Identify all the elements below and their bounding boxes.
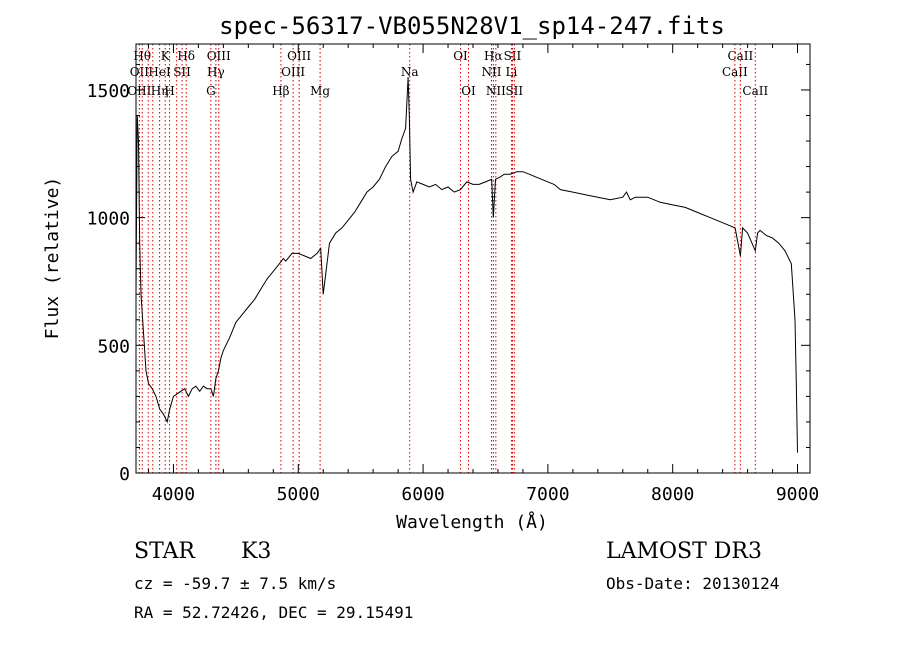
line-marker-label: OIII xyxy=(287,49,311,63)
line-marker-label: SII xyxy=(173,65,191,79)
x-tick-label: 9000 xyxy=(776,484,819,505)
line-marker-label: NII xyxy=(486,84,506,98)
line-marker-label: Mg xyxy=(310,84,330,98)
line-marker-label: Hα xyxy=(484,49,503,63)
x-tick-label: 6000 xyxy=(401,484,444,505)
y-tick-label: 1500 xyxy=(87,81,130,102)
x-tick-label: 4000 xyxy=(152,484,195,505)
axis-ticks: 4000 5000 6000 7000 8000 9000 0 500 1000 1500 xyxy=(87,44,819,505)
line-marker-label: SII xyxy=(504,49,522,63)
y-tick-label: 0 xyxy=(119,464,130,485)
line-marker-label: H xyxy=(164,84,174,98)
x-tick-label: 7000 xyxy=(526,484,569,505)
line-marker-label: Li xyxy=(506,65,518,79)
line-marker-label: Na xyxy=(401,65,419,79)
line-marker-label: HeI xyxy=(148,65,171,79)
line-marker-label: Hγ xyxy=(207,65,225,79)
y-tick-label: 500 xyxy=(97,336,130,357)
spectrum-line xyxy=(135,77,798,453)
x-tick-label: 8000 xyxy=(651,484,694,505)
line-marker-label: CaII xyxy=(742,84,768,98)
y-tick-label: 1000 xyxy=(87,209,130,230)
object-class: STAR xyxy=(134,539,195,564)
line-marker-label: OIII xyxy=(127,84,151,98)
line-marker-label: G xyxy=(206,84,216,98)
x-tick-label: 5000 xyxy=(277,484,320,505)
line-marker-label: NII xyxy=(481,65,501,79)
line-marker-label: K xyxy=(161,49,171,63)
line-marker-label: OII xyxy=(130,65,150,79)
survey-label: LAMOST DR3 xyxy=(606,539,762,564)
line-marker-label: OIII xyxy=(207,49,231,63)
line-marker-label: Hη xyxy=(151,84,169,98)
line-marker-label: OI xyxy=(461,84,476,98)
line-marker-label: SII xyxy=(505,84,523,98)
line-marker-label: Hβ xyxy=(272,84,289,98)
object-subclass: K3 xyxy=(241,539,272,564)
chart-title: spec-56317-VB055N28V1_sp14-247.fits xyxy=(219,12,725,40)
line-markers: OII OIII Hθ HeI Hη K H SII Hδ G Hγ OIII Hβ OIII OIII Mg… xyxy=(127,44,768,473)
line-marker-label: Hδ xyxy=(177,49,195,63)
radec-text: RA = 52.72426, DEC = 29.15491 xyxy=(134,603,414,622)
x-axis-label: Wavelength (Å) xyxy=(396,511,548,533)
line-marker-label: OI xyxy=(453,49,468,63)
plot-frame xyxy=(135,43,811,474)
obs-date-text: Obs-Date: 20130124 xyxy=(606,574,780,593)
line-marker-label: CaII xyxy=(722,65,748,79)
y-axis-label: Flux (relative) xyxy=(42,177,63,340)
line-marker-label: Hθ xyxy=(133,49,151,63)
line-marker-label: OIII xyxy=(281,65,305,79)
redshift-text: cz = -59.7 ± 7.5 km/s xyxy=(134,574,337,593)
line-marker-label: CaII xyxy=(727,49,753,63)
